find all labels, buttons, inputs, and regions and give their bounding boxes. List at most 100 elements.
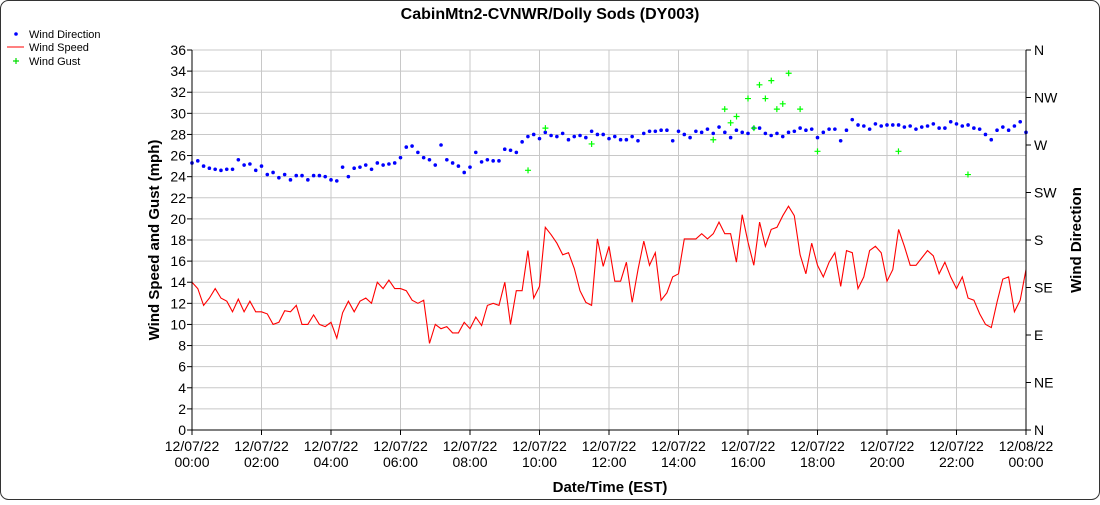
x-tick-date: 12/07/22: [582, 438, 637, 454]
wind-direction-point: [531, 132, 536, 137]
wind-direction-point: [427, 157, 432, 162]
wind-gust-point: [542, 125, 549, 132]
wind-direction-point: [844, 128, 849, 133]
wind-direction-point: [265, 172, 270, 177]
wind-direction-point: [850, 117, 855, 122]
wind-direction-point: [329, 178, 333, 182]
wind-direction-point: [578, 133, 582, 138]
wind-direction-point: [659, 128, 663, 133]
wind-gust-point: [588, 140, 595, 147]
y-tick-label: 18: [170, 232, 186, 248]
wind-direction-point: [1001, 125, 1005, 129]
wind-direction-point: [358, 165, 362, 169]
y2-tick-label: E: [1034, 327, 1043, 343]
x-tick-date: 12/08/22: [999, 438, 1054, 454]
x-tick-time: 04:00: [313, 454, 348, 470]
wind-direction-point: [694, 129, 698, 134]
wind-gust-point: [785, 70, 792, 77]
wind-direction-point: [728, 135, 733, 140]
wind-direction-point: [618, 137, 623, 142]
y-tick-label: 28: [170, 126, 186, 142]
x-tick-time: 12:00: [591, 454, 626, 470]
wind-direction-point: [1012, 124, 1017, 128]
wind-gust-point: [779, 100, 786, 107]
wind-gust-point: [733, 113, 740, 120]
wind-direction-point: [902, 125, 907, 129]
wind-direction-point: [943, 126, 947, 130]
wind-direction-point: [809, 127, 814, 131]
wind-direction-point: [699, 130, 704, 135]
wind-direction-point: [890, 123, 895, 127]
wind-gust-point: [756, 81, 763, 88]
wind-gust-point: [768, 77, 775, 84]
x-tick-time: 18:00: [800, 454, 835, 470]
wind-direction-point: [502, 147, 507, 152]
wind-direction-point: [833, 127, 837, 131]
wind-direction-point: [775, 131, 779, 136]
wind-direction-point: [995, 128, 999, 133]
legend: Wind Direction Wind Speed Wind Gust: [7, 29, 101, 68]
y-tick-label: 16: [170, 253, 186, 269]
wind-direction-point: [977, 127, 982, 131]
x-tick-date: 12/07/22: [790, 438, 845, 454]
wind-direction-point: [508, 148, 513, 153]
wind-direction-point: [757, 126, 762, 130]
wind-direction-point: [838, 138, 843, 143]
wind-direction-point: [555, 134, 559, 139]
x-tick-date: 12/07/22: [304, 438, 359, 454]
wind-direction-point: [317, 173, 322, 178]
y-tick-label: 4: [178, 380, 186, 396]
wind-direction-point: [375, 161, 380, 165]
wind-direction-point: [601, 132, 606, 137]
y-tick-label: 24: [170, 169, 186, 185]
wind-gust-point: [710, 136, 717, 143]
wind-direction-point: [560, 131, 565, 136]
legend-wind-direction-marker: [14, 32, 18, 36]
y2-tick-label: SW: [1034, 185, 1057, 201]
x-tick-date: 12/07/22: [929, 438, 984, 454]
wind-direction-point: [612, 134, 617, 139]
wind-direction-point: [972, 126, 976, 130]
wind-direction-point: [966, 123, 970, 127]
wind-gust-point: [745, 95, 751, 102]
wind-direction-point: [688, 135, 692, 140]
wind-gust-point: [750, 125, 757, 132]
wind-direction-point: [473, 150, 478, 155]
y-tick-label: 20: [170, 211, 186, 227]
wind-direction-point: [219, 168, 223, 173]
wind-direction-point: [607, 136, 611, 141]
wind-direction-point: [392, 161, 397, 165]
wind-direction-point: [520, 140, 524, 144]
wind-direction-point: [242, 163, 246, 167]
wind-direction-point: [497, 159, 501, 163]
wind-direction-point: [537, 136, 542, 141]
wind-direction-point: [468, 165, 472, 169]
x-tick-time: 02:00: [244, 454, 279, 470]
x-tick-time: 20:00: [869, 454, 904, 470]
x-tick-time: 22:00: [939, 454, 974, 470]
x-axis-title: Date/Time (EST): [553, 479, 668, 496]
legend-wind-speed: Wind Speed: [29, 42, 89, 54]
wind-direction-point: [873, 122, 878, 126]
y-tick-label: 14: [170, 274, 186, 290]
x-tick-time: 06:00: [383, 454, 418, 470]
x-tick-date: 12/07/22: [234, 438, 289, 454]
wind-direction-point: [676, 129, 681, 134]
x-tick-time: 10:00: [522, 454, 557, 470]
wind-direction-point: [856, 123, 860, 127]
y2-axis-ticks: N NE E SE S SW W NW N: [1026, 42, 1058, 438]
y-tick-label: 22: [170, 190, 186, 206]
wind-direction-point: [288, 178, 293, 182]
wind-direction-point: [306, 178, 310, 182]
wind-direction-point: [983, 132, 988, 137]
x-tick-date: 12/07/22: [165, 438, 220, 454]
wind-direction-point: [925, 124, 930, 128]
wind-direction-point: [346, 174, 351, 179]
wind-direction-point: [282, 172, 287, 177]
wind-direction-point: [589, 129, 594, 134]
wind-direction-point: [792, 129, 797, 134]
y-tick-label: 10: [170, 316, 186, 332]
wind-gust-point: [814, 148, 821, 155]
wind-direction-point: [989, 137, 994, 142]
wind-direction-point: [416, 150, 420, 155]
